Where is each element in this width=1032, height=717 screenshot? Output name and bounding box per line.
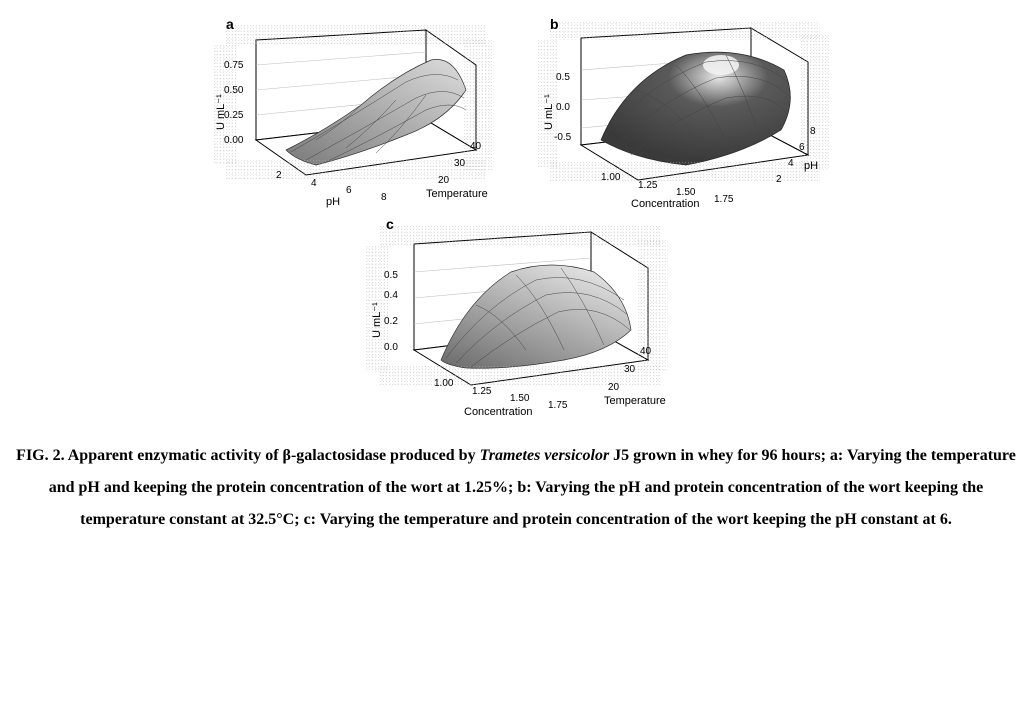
panel-a-x-axis-label: pH <box>326 196 340 208</box>
panel-a-plot: 0.00 0.25 0.50 0.75 U mL⁻¹ 2 4 6 8 pH 20… <box>196 10 506 210</box>
panel-c-plot: 0.0 0.2 0.4 0.5 U mL⁻¹ 1.00 1.25 1.50 1.… <box>346 210 686 420</box>
panel-b-xtick: 1.00 <box>601 172 620 183</box>
panel-b-xtick: 1.50 <box>676 187 695 198</box>
panel-a-ztick: 0.75 <box>224 60 243 71</box>
panel-a-y-axis-label: Temperature <box>426 188 488 200</box>
panel-b-ytick: 4 <box>788 158 794 169</box>
panel-a-label: a <box>226 16 234 32</box>
panel-a-xtick: 4 <box>311 178 317 189</box>
panel-c-xtick: 1.25 <box>472 386 491 397</box>
panel-b: b <box>526 10 836 210</box>
panel-a: a <box>196 10 506 210</box>
panel-a-xtick: 8 <box>381 192 387 203</box>
panel-c-z-axis-label: U mL⁻¹ <box>370 302 383 338</box>
panel-c-ytick: 40 <box>640 346 651 357</box>
panel-b-ztick: -0.5 <box>554 132 571 143</box>
panel-b-xtick: 1.25 <box>638 180 657 191</box>
panel-a-ytick: 20 <box>438 175 449 186</box>
panel-a-z-axis-label: U mL⁻¹ <box>214 94 227 130</box>
panel-a-xtick: 2 <box>276 170 282 181</box>
caption-text-1: Apparent enzymatic activity of β-galacto… <box>68 447 480 464</box>
panel-c-ztick: 0.0 <box>384 342 398 353</box>
panel-b-label: b <box>550 16 559 32</box>
panel-b-ztick: 0.0 <box>556 102 570 113</box>
figure-caption: FIG. 2. Apparent enzymatic activity of β… <box>11 440 1021 536</box>
panel-a-ztick: 0.00 <box>224 135 243 146</box>
panel-b-xtick: 1.75 <box>714 194 733 205</box>
panel-c-x-axis-label: Concentration <box>464 406 533 418</box>
panel-c-ytick: 20 <box>608 382 619 393</box>
panel-c-xtick: 1.75 <box>548 400 567 411</box>
panel-c-xtick: 1.00 <box>434 378 453 389</box>
panel-c-label: c <box>386 216 394 232</box>
panel-c-y-axis-label: Temperature <box>604 395 666 407</box>
panel-b-x-axis-label: Concentration <box>631 198 700 210</box>
panel-c: c <box>346 210 686 420</box>
panel-b-z-axis-label: U mL⁻¹ <box>542 94 555 130</box>
panel-c-ztick: 0.4 <box>384 290 398 301</box>
panel-b-ztick: 0.5 <box>556 72 570 83</box>
panel-c-ztick: 0.5 <box>384 270 398 281</box>
panel-a-ytick: 30 <box>454 158 465 169</box>
panel-b-ytick: 6 <box>799 142 805 153</box>
caption-species: Trametes versicolor <box>480 447 610 464</box>
panel-b-y-axis-label: pH <box>804 160 818 172</box>
figure-panels: a <box>166 10 866 420</box>
panel-row-top: a <box>196 10 836 210</box>
panel-a-ytick: 40 <box>470 141 481 152</box>
panel-c-ytick: 30 <box>624 364 635 375</box>
panel-c-ztick: 0.2 <box>384 316 398 327</box>
panel-b-plot: -0.5 0.0 0.5 U mL⁻¹ 1.00 1.25 1.50 1.75 … <box>526 10 836 210</box>
panel-c-xtick: 1.50 <box>510 393 529 404</box>
figure-number: FIG. 2. <box>16 447 64 464</box>
panel-row-bottom: c <box>346 210 686 420</box>
panel-b-ytick: 2 <box>776 174 782 185</box>
panel-b-ytick: 8 <box>810 126 816 137</box>
panel-a-xtick: 6 <box>346 185 352 196</box>
